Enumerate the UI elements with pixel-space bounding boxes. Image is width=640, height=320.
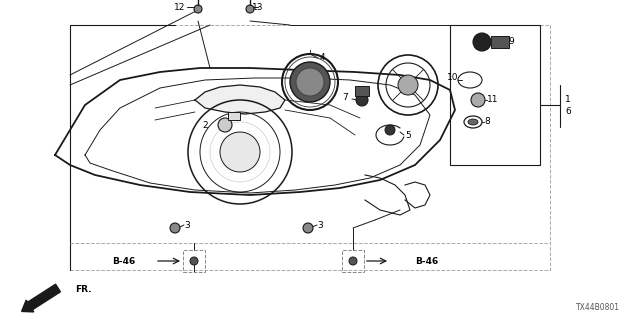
Text: 4: 4 — [320, 53, 326, 62]
Text: B-46: B-46 — [112, 257, 135, 266]
Text: 3: 3 — [184, 220, 189, 229]
Bar — [450, 25, 540, 165]
Text: 8: 8 — [484, 117, 490, 126]
Polygon shape — [195, 85, 285, 114]
Bar — [355, 86, 369, 96]
Bar — [228, 112, 240, 120]
Text: 3: 3 — [317, 220, 323, 229]
Text: 7: 7 — [342, 92, 348, 101]
FancyArrow shape — [22, 284, 60, 312]
Circle shape — [356, 94, 368, 106]
Circle shape — [303, 223, 313, 233]
Ellipse shape — [468, 119, 478, 125]
Bar — [183, 250, 205, 272]
Text: 10: 10 — [447, 74, 458, 83]
Text: 5: 5 — [405, 131, 411, 140]
Text: 2: 2 — [202, 121, 208, 130]
Circle shape — [471, 93, 485, 107]
Circle shape — [218, 118, 232, 132]
Circle shape — [473, 33, 491, 51]
Circle shape — [296, 68, 324, 96]
Circle shape — [349, 257, 357, 265]
Circle shape — [398, 75, 418, 95]
Text: TX44B0801: TX44B0801 — [576, 303, 620, 313]
Text: FR.: FR. — [75, 285, 92, 294]
Circle shape — [290, 62, 330, 102]
Bar — [70, 25, 550, 270]
Text: 6: 6 — [565, 108, 571, 116]
Text: 9: 9 — [508, 37, 514, 46]
Bar — [491, 36, 509, 48]
Text: 12: 12 — [173, 3, 185, 12]
Text: 13: 13 — [252, 3, 264, 12]
Bar — [342, 250, 364, 272]
Circle shape — [220, 132, 260, 172]
Circle shape — [194, 5, 202, 13]
Circle shape — [170, 223, 180, 233]
Circle shape — [246, 5, 254, 13]
Circle shape — [385, 125, 395, 135]
Text: B-46: B-46 — [415, 257, 438, 266]
Circle shape — [190, 257, 198, 265]
Text: 1: 1 — [565, 95, 571, 105]
Text: 11: 11 — [487, 95, 499, 105]
